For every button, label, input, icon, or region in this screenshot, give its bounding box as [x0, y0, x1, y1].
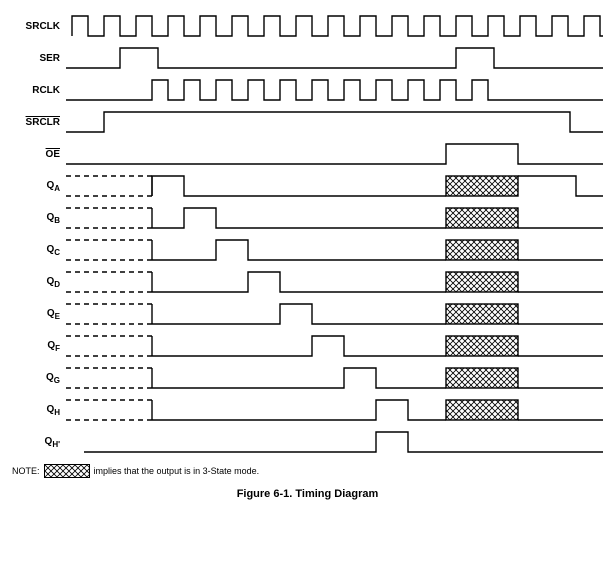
- waveform-srclk: [66, 12, 603, 40]
- signal-row-qf: QF: [12, 332, 603, 360]
- signal-label-srclk: SRCLK: [12, 21, 66, 32]
- signal-row-rclk: RCLK: [12, 76, 603, 104]
- signal-label-qhp: QH': [12, 436, 66, 449]
- signal-label-qg: QG: [12, 372, 66, 385]
- waveform-qg: [66, 364, 603, 392]
- waveform-rclk: [66, 76, 603, 104]
- hatch-swatch: [44, 464, 90, 478]
- signal-label-qc: QC: [12, 244, 66, 257]
- signal-row-qh: QH: [12, 396, 603, 424]
- signal-label-qa: QA: [12, 180, 66, 193]
- timing-diagram: SRCLK SER RCLK SRCLR OE QA QB QC QD QE QF QG QH QH' N…: [12, 12, 603, 500]
- signal-row-ser: SER: [12, 44, 603, 72]
- signal-label-ser: SER: [12, 53, 66, 64]
- signal-label-srclr: SRCLR: [12, 117, 66, 128]
- waveform-qe: [66, 300, 603, 328]
- signal-row-qa: QA: [12, 172, 603, 200]
- waveform-qd: [66, 268, 603, 296]
- signal-row-qg: QG: [12, 364, 603, 392]
- note-prefix: NOTE:: [12, 466, 40, 476]
- signal-label-rclk: RCLK: [12, 85, 66, 96]
- signal-row-qc: QC: [12, 236, 603, 264]
- waveform-srclr: [66, 108, 603, 136]
- signal-label-qb: QB: [12, 212, 66, 225]
- waveform-qb: [66, 204, 603, 232]
- waveform-qa: [66, 172, 603, 200]
- waveform-qc: [66, 236, 603, 264]
- signal-label-qf: QF: [12, 340, 66, 353]
- signal-label-oe: OE: [12, 149, 66, 160]
- waveform-qh: [66, 396, 603, 424]
- signal-label-qh: QH: [12, 404, 66, 417]
- signal-label-qd: QD: [12, 276, 66, 289]
- note-row: NOTE: implies that the output is in 3-St…: [12, 464, 603, 478]
- signal-label-qe: QE: [12, 308, 66, 321]
- waveform-oe: [66, 140, 603, 168]
- waveform-qhp: [66, 428, 603, 456]
- signal-row-srclr: SRCLR: [12, 108, 603, 136]
- signal-row-oe: OE: [12, 140, 603, 168]
- signal-row-qd: QD: [12, 268, 603, 296]
- waveform-qf: [66, 332, 603, 360]
- signal-row-qhp: QH': [12, 428, 603, 456]
- signal-row-qb: QB: [12, 204, 603, 232]
- waveform-ser: [66, 44, 603, 72]
- note-text: implies that the output is in 3-State mo…: [94, 466, 260, 476]
- figure-title: Figure 6-1. Timing Diagram: [12, 488, 603, 500]
- signal-row-qe: QE: [12, 300, 603, 328]
- signal-row-srclk: SRCLK: [12, 12, 603, 40]
